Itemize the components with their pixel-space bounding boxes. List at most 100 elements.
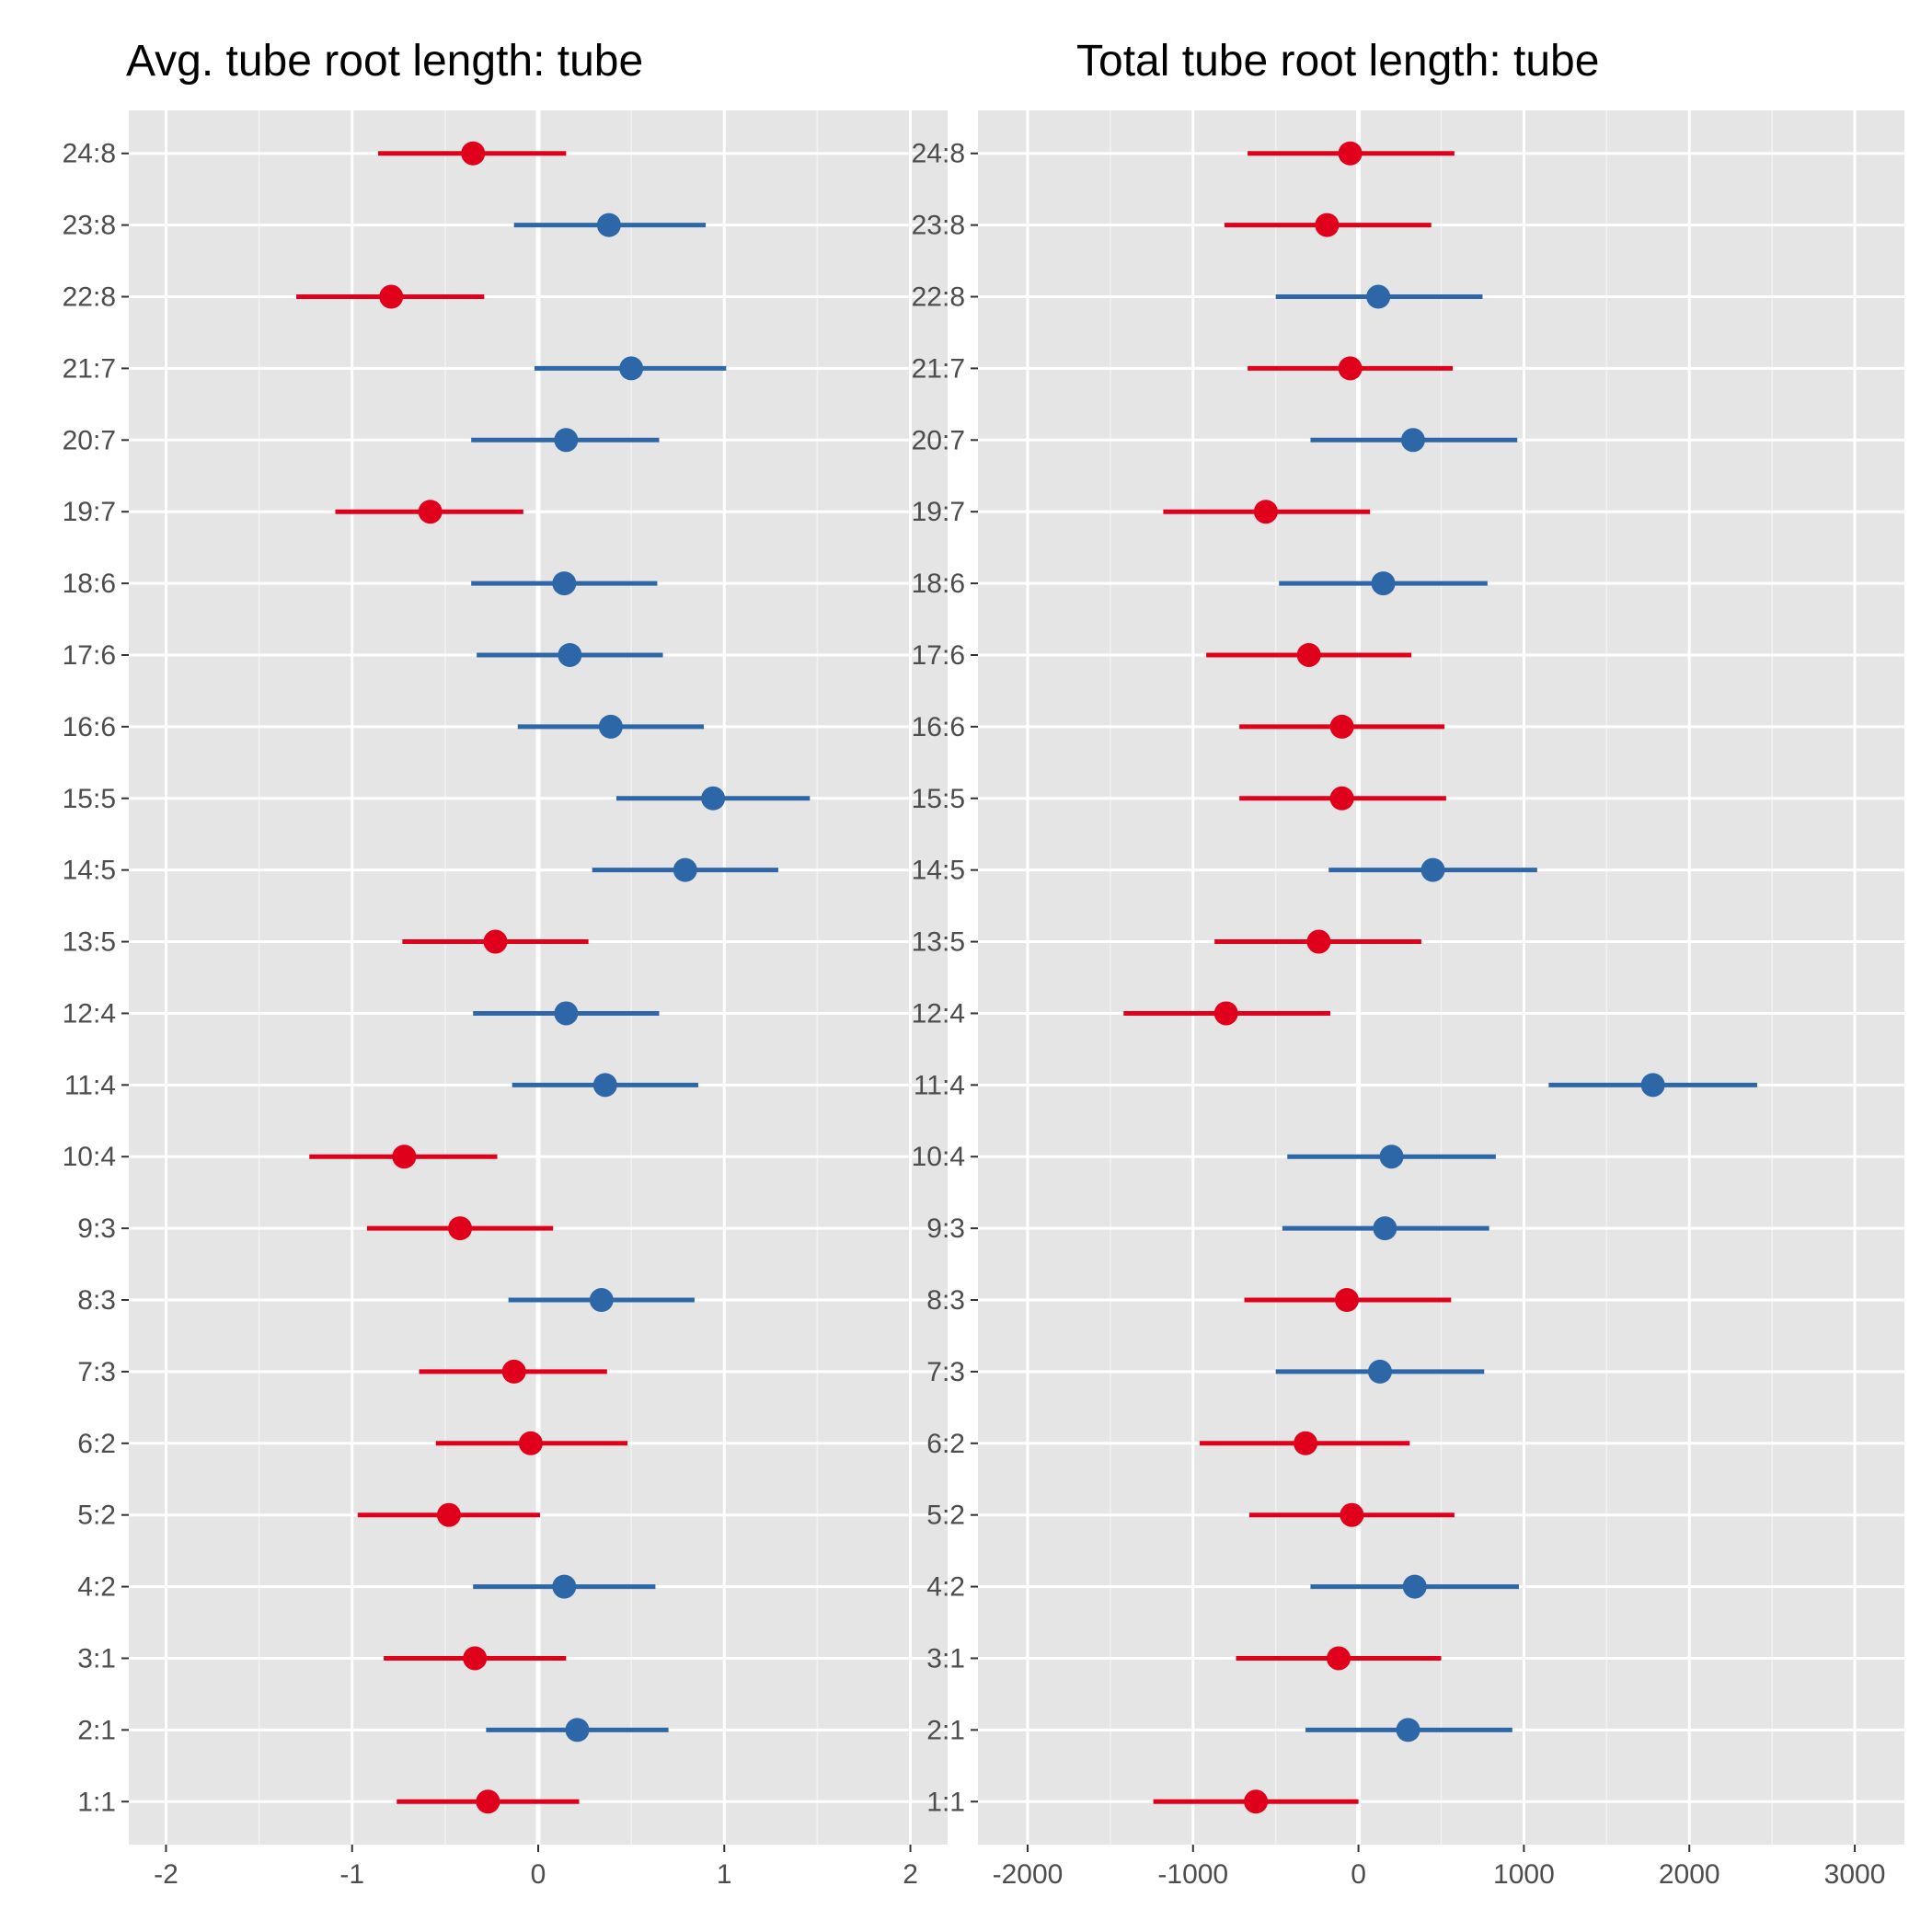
point-24:8 [1338, 141, 1363, 166]
y-tick-label: 24:8 [912, 139, 965, 169]
y-tick-label: 13:5 [63, 927, 116, 958]
point-19:7 [418, 500, 443, 524]
point-18:6 [1371, 571, 1396, 596]
y-tick-label: 20:7 [63, 425, 116, 455]
point-5:2 [1340, 1502, 1364, 1527]
point-15:5 [1329, 786, 1354, 811]
panel-title: Total tube root length: tube [1076, 37, 1599, 86]
point-19:7 [1253, 500, 1278, 524]
y-tick-label: 4:2 [926, 1572, 965, 1603]
point-22:8 [1366, 284, 1391, 309]
y-tick-label: 7:3 [77, 1357, 116, 1387]
y-tick-label: 5:2 [77, 1501, 116, 1531]
point-17:6 [558, 642, 582, 667]
point-12:4 [554, 1001, 579, 1026]
y-tick-label: 14:5 [912, 856, 965, 886]
point-20:7 [1400, 428, 1425, 453]
x-tick-label: -1000 [1157, 1859, 1228, 1890]
point-10:4 [1379, 1144, 1404, 1169]
y-tick-label: 9:3 [926, 1213, 965, 1244]
y-tick-label: 11:4 [64, 1070, 116, 1100]
y-tick-label: 8:3 [77, 1285, 116, 1316]
point-10:4 [392, 1144, 417, 1169]
y-tick-label: 10:4 [63, 1142, 116, 1172]
y-tick-label: 7:3 [926, 1357, 965, 1387]
y-tick-label: 6:2 [926, 1429, 965, 1459]
point-4:2 [552, 1574, 577, 1599]
point-11:4 [1640, 1073, 1665, 1098]
point-2:1 [1396, 1718, 1420, 1742]
point-18:6 [552, 571, 577, 596]
panel-title: Avg. tube root length: tube [126, 37, 643, 86]
y-tick-label: 3:1 [77, 1643, 116, 1673]
y-tick-label: 15:5 [912, 784, 965, 814]
y-tick-label: 16:6 [912, 712, 965, 742]
y-tick-label: 18:6 [63, 569, 116, 599]
y-tick-label: 13:5 [912, 927, 965, 958]
point-11:4 [592, 1073, 617, 1098]
y-tick-label: 23:8 [912, 211, 965, 241]
point-22:8 [379, 284, 404, 309]
y-tick-label: 12:4 [912, 998, 965, 1029]
y-tick-label: 22:8 [63, 282, 116, 313]
point-7:3 [1367, 1359, 1392, 1384]
point-7:3 [501, 1359, 526, 1384]
y-tick-label: 9:3 [77, 1213, 116, 1244]
y-tick-label: 2:1 [77, 1715, 116, 1745]
point-6:2 [518, 1431, 543, 1455]
y-tick-label: 6:2 [77, 1429, 116, 1459]
y-tick-label: 19:7 [912, 497, 965, 527]
x-tick-label: -2000 [993, 1859, 1064, 1890]
point-16:6 [1329, 714, 1354, 739]
y-tick-label: 15:5 [63, 784, 116, 814]
y-tick-label: 19:7 [63, 497, 116, 527]
y-tick-label: 23:8 [63, 211, 116, 241]
point-2:1 [565, 1718, 590, 1742]
y-tick-label: 1:1 [77, 1787, 116, 1817]
point-13:5 [1306, 929, 1331, 954]
point-20:7 [554, 428, 579, 453]
y-tick-label: 14:5 [63, 856, 116, 886]
y-tick-label: 5:2 [926, 1501, 965, 1531]
point-5:2 [436, 1502, 461, 1527]
x-tick-label: 0 [531, 1859, 546, 1890]
y-tick-label: 10:4 [912, 1142, 965, 1172]
point-14:5 [673, 857, 697, 882]
x-tick-label: -1 [339, 1859, 364, 1890]
y-tick-label: 18:6 [912, 569, 965, 599]
y-tick-label: 16:6 [63, 712, 116, 742]
point-14:5 [1420, 857, 1445, 882]
y-tick-label: 17:6 [63, 640, 116, 671]
point-23:8 [596, 213, 621, 237]
point-9:3 [1373, 1216, 1397, 1241]
y-tick-label: 3:1 [926, 1643, 965, 1673]
point-6:2 [1294, 1431, 1318, 1455]
y-tick-label: 20:7 [912, 425, 965, 455]
x-tick-label: -2 [154, 1859, 178, 1890]
y-tick-label: 8:3 [926, 1285, 965, 1316]
x-tick-label: 2 [903, 1859, 918, 1890]
point-21:7 [1338, 356, 1363, 381]
point-4:2 [1402, 1574, 1427, 1599]
y-tick-label: 1:1 [926, 1787, 965, 1817]
point-13:5 [483, 929, 508, 954]
point-8:3 [589, 1288, 614, 1313]
point-9:3 [448, 1216, 473, 1241]
point-15:5 [701, 786, 726, 811]
point-8:3 [1335, 1288, 1360, 1313]
point-17:6 [1296, 642, 1321, 667]
point-16:6 [598, 714, 623, 739]
point-1:1 [1244, 1789, 1269, 1814]
y-tick-label: 4:2 [77, 1572, 116, 1603]
point-3:1 [1327, 1646, 1351, 1671]
point-12:4 [1213, 1001, 1238, 1026]
point-3:1 [463, 1646, 488, 1671]
x-tick-label: 2000 [1659, 1859, 1720, 1890]
y-tick-label: 24:8 [63, 139, 116, 169]
point-23:8 [1315, 213, 1340, 237]
y-tick-label: 21:7 [63, 353, 116, 384]
y-tick-label: 17:6 [912, 640, 965, 671]
point-24:8 [461, 141, 486, 166]
y-tick-label: 12:4 [63, 998, 116, 1029]
